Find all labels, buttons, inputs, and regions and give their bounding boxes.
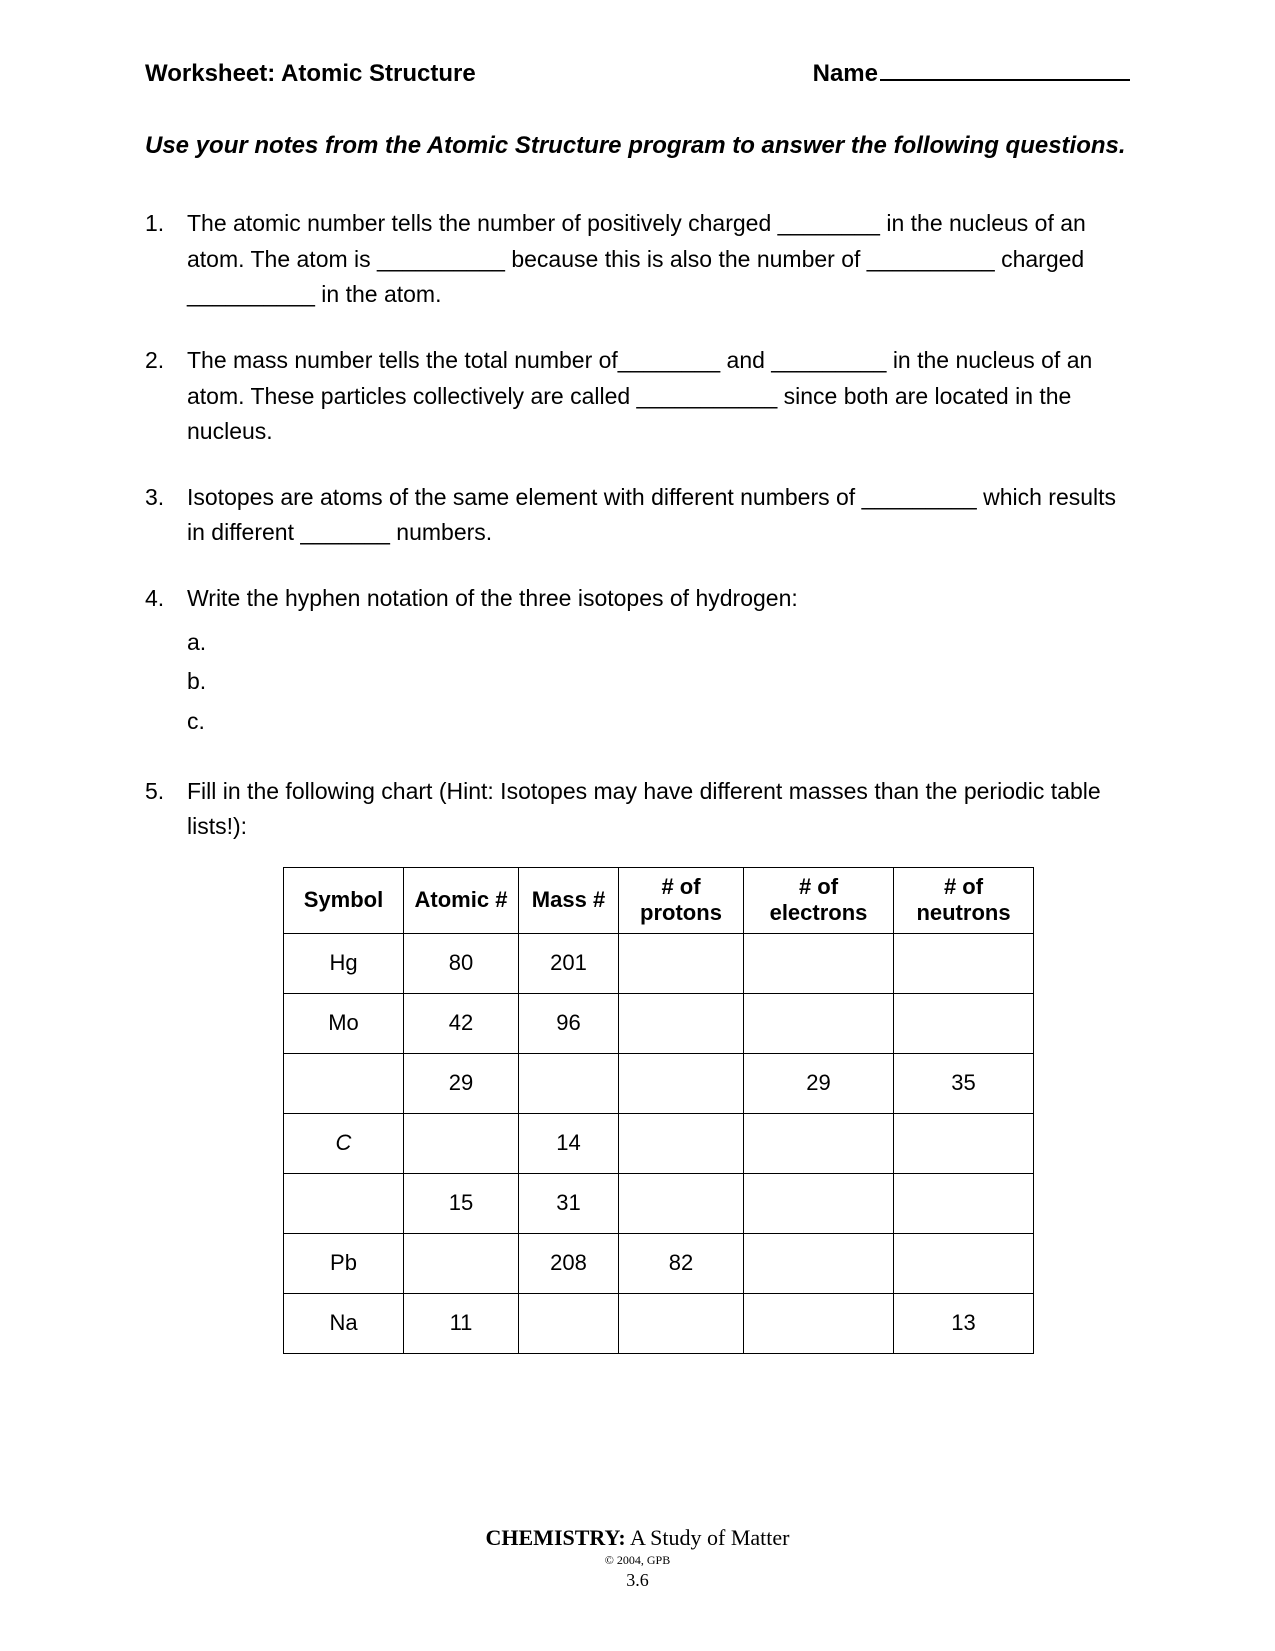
cell[interactable]: 82: [619, 1233, 744, 1293]
cell[interactable]: [284, 1053, 404, 1113]
table-row: Mo 42 96: [284, 993, 1034, 1053]
question-3: 3. Isotopes are atoms of the same elemen…: [145, 480, 1130, 551]
q5-body: Fill in the following chart (Hint: Isoto…: [187, 774, 1130, 1354]
cell[interactable]: Na: [284, 1293, 404, 1353]
table-row: Hg 80 201: [284, 933, 1034, 993]
cell[interactable]: [894, 993, 1034, 1053]
table-row: 29 29 35: [284, 1053, 1034, 1113]
cell[interactable]: 14: [519, 1113, 619, 1173]
header-row: Worksheet: Atomic Structure Name: [145, 60, 1130, 88]
cell[interactable]: 80: [404, 933, 519, 993]
cell[interactable]: Mo: [284, 993, 404, 1053]
q4-item-a: a.: [187, 625, 1130, 661]
footer-title: CHEMISTRY: A Study of Matter: [0, 1525, 1275, 1551]
cell[interactable]: [284, 1173, 404, 1233]
cell[interactable]: 11: [404, 1293, 519, 1353]
instructions-text: Use your notes from the Atomic Structure…: [145, 128, 1130, 164]
cell[interactable]: [404, 1233, 519, 1293]
q1-number: 1.: [145, 206, 187, 313]
q4-sublist: a. b. c.: [187, 625, 1130, 740]
q4-item-b: b.: [187, 664, 1130, 700]
table-row: C 14: [284, 1113, 1034, 1173]
q1-body: The atomic number tells the number of po…: [187, 206, 1130, 313]
question-4: 4. Write the hyphen notation of the thre…: [145, 581, 1130, 744]
table-row: 15 31: [284, 1173, 1034, 1233]
cell[interactable]: [744, 1293, 894, 1353]
q4-number: 4.: [145, 581, 187, 744]
cell[interactable]: [744, 1113, 894, 1173]
page-footer: CHEMISTRY: A Study of Matter © 2004, GPB…: [0, 1525, 1275, 1591]
cell[interactable]: 29: [744, 1053, 894, 1113]
cell[interactable]: 13: [894, 1293, 1034, 1353]
th-mass: Mass #: [519, 867, 619, 933]
q4-body: Write the hyphen notation of the three i…: [187, 581, 1130, 744]
cell[interactable]: [404, 1113, 519, 1173]
footer-copyright: © 2004, GPB: [0, 1553, 1275, 1568]
th-protons: # of protons: [619, 867, 744, 933]
th-symbol: Symbol: [284, 867, 404, 933]
th-electrons: # of electrons: [744, 867, 894, 933]
worksheet-title: Worksheet: Atomic Structure: [145, 60, 476, 88]
cell[interactable]: [619, 1113, 744, 1173]
question-2: 2. The mass number tells the total numbe…: [145, 343, 1130, 450]
table-row: Pb 208 82: [284, 1233, 1034, 1293]
cell[interactable]: 201: [519, 933, 619, 993]
cell[interactable]: [619, 993, 744, 1053]
cell[interactable]: 31: [519, 1173, 619, 1233]
q4-item-c: c.: [187, 704, 1130, 740]
cell[interactable]: [894, 1233, 1034, 1293]
footer-title-rest: A Study of Matter: [626, 1525, 790, 1550]
cell[interactable]: 96: [519, 993, 619, 1053]
cell[interactable]: 15: [404, 1173, 519, 1233]
cell[interactable]: Pb: [284, 1233, 404, 1293]
footer-title-bold: CHEMISTRY:: [486, 1525, 626, 1550]
isotope-table: Symbol Atomic # Mass # # of protons # of…: [283, 867, 1034, 1354]
cell[interactable]: 208: [519, 1233, 619, 1293]
th-neutrons: # of neutrons: [894, 867, 1034, 933]
q3-number: 3.: [145, 480, 187, 551]
q2-body: The mass number tells the total number o…: [187, 343, 1130, 450]
name-label: Name: [813, 60, 878, 88]
cell[interactable]: [619, 933, 744, 993]
q2-number: 2.: [145, 343, 187, 450]
cell[interactable]: [894, 933, 1034, 993]
cell[interactable]: C: [284, 1113, 404, 1173]
cell[interactable]: [744, 1173, 894, 1233]
cell[interactable]: Hg: [284, 933, 404, 993]
cell[interactable]: [894, 1173, 1034, 1233]
cell[interactable]: [519, 1053, 619, 1113]
cell[interactable]: [744, 993, 894, 1053]
cell[interactable]: [519, 1293, 619, 1353]
q5-text: Fill in the following chart (Hint: Isoto…: [187, 778, 1101, 840]
question-5: 5. Fill in the following chart (Hint: Is…: [145, 774, 1130, 1354]
question-1: 1. The atomic number tells the number of…: [145, 206, 1130, 313]
name-field: Name: [813, 60, 1130, 88]
cell[interactable]: 42: [404, 993, 519, 1053]
table-body: Hg 80 201 Mo 42 96: [284, 933, 1034, 1353]
q3-body: Isotopes are atoms of the same element w…: [187, 480, 1130, 551]
q5-number: 5.: [145, 774, 187, 1354]
cell[interactable]: [619, 1053, 744, 1113]
q4-text: Write the hyphen notation of the three i…: [187, 585, 798, 611]
table-row: Na 11 13: [284, 1293, 1034, 1353]
th-atomic: Atomic #: [404, 867, 519, 933]
cell[interactable]: 35: [894, 1053, 1034, 1113]
cell[interactable]: [744, 933, 894, 993]
cell[interactable]: 29: [404, 1053, 519, 1113]
name-blank-line[interactable]: [880, 79, 1130, 81]
questions-list: 1. The atomic number tells the number of…: [145, 206, 1130, 1354]
worksheet-page: Worksheet: Atomic Structure Name Use you…: [0, 0, 1275, 1651]
table-header-row: Symbol Atomic # Mass # # of protons # of…: [284, 867, 1034, 933]
footer-page-number: 3.6: [0, 1570, 1275, 1591]
cell[interactable]: [744, 1233, 894, 1293]
cell[interactable]: [619, 1173, 744, 1233]
cell[interactable]: [894, 1113, 1034, 1173]
cell[interactable]: [619, 1293, 744, 1353]
